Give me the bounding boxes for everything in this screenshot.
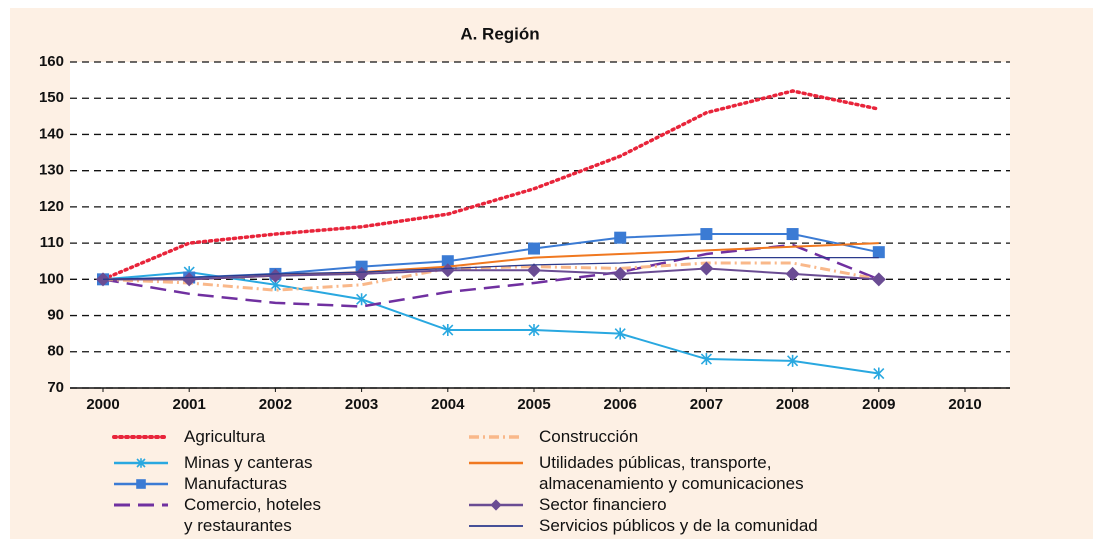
point [441, 255, 454, 268]
legend-column: Construcción Utilidades públicas, transpo… [465, 426, 818, 536]
point [873, 367, 885, 380]
point [614, 231, 627, 244]
point [490, 499, 502, 511]
legend-swatch [469, 525, 523, 527]
series-line [101, 89, 881, 282]
series-line [102, 256, 879, 280]
point [527, 263, 541, 278]
x-tick-label: 2009 [862, 396, 895, 413]
legend-swatch [112, 435, 170, 439]
point [785, 266, 800, 281]
legend-label: Agricultura [184, 427, 266, 446]
legend: Agricultura Minas y canteras Manufacturas C… [110, 426, 818, 536]
point [700, 353, 712, 366]
legend-swatch [469, 461, 523, 465]
y-tick-label: 70 [47, 379, 64, 396]
point [354, 266, 369, 281]
x-tick-label: 2000 [86, 396, 119, 413]
legend-item: Utilidades públicas, transporte, almacen… [465, 452, 818, 494]
legend-swatch [114, 479, 168, 489]
x-tick-label: 2001 [173, 396, 206, 413]
legend-label: Sector financiero [539, 495, 667, 514]
x-tick-label: 2006 [604, 396, 637, 413]
legend-column: Agricultura Minas y canteras Manufacturas C… [110, 426, 465, 536]
point [268, 268, 283, 283]
point [787, 354, 799, 367]
x-tick-label: 2007 [690, 396, 723, 413]
point [614, 327, 626, 340]
y-tick-label: 90 [47, 307, 64, 324]
legend-item: Servicios públicos y de la comunidad [465, 515, 818, 536]
y-tick-label: 120 [39, 198, 64, 215]
point [700, 228, 713, 241]
point [613, 266, 628, 281]
legend-item: Agricultura [110, 426, 465, 447]
y-tick-label: 110 [40, 234, 64, 251]
point [440, 263, 455, 278]
legend-swatch [114, 458, 168, 468]
point [182, 272, 197, 287]
legend-label: Manufacturas [184, 474, 287, 493]
legend-swatch [469, 499, 523, 511]
x-tick-label: 2008 [776, 396, 809, 413]
legend-swatch [114, 503, 168, 507]
legend-label: Utilidades públicas, transporte, almacen… [539, 453, 804, 493]
y-tick-label: 130 [39, 162, 64, 179]
point [356, 293, 368, 306]
legend-label: Comercio, hoteles y restaurantes [184, 495, 322, 535]
y-tick-label: 140 [39, 125, 64, 142]
legend-swatch [469, 435, 523, 439]
y-tick-label: 160 [39, 53, 64, 70]
x-tick-label: 2004 [431, 396, 465, 413]
legend-item: Minas y canteras [110, 452, 465, 473]
legend-item: Construcción [465, 426, 818, 447]
x-tick-label: 2002 [259, 396, 292, 413]
x-tick-label: 2010 [948, 396, 981, 413]
legend-item: Manufacturas [110, 473, 465, 494]
legend-item: Comercio, hoteles y restaurantes [110, 494, 465, 536]
point [871, 272, 886, 287]
point [136, 458, 146, 468]
point [528, 242, 540, 255]
point [699, 261, 714, 276]
series-line [102, 261, 880, 292]
point [872, 246, 885, 259]
point [528, 324, 540, 337]
chart-title: A. Región [460, 24, 539, 43]
x-tick-label: 2005 [517, 396, 550, 413]
legend-item: Sector financiero [465, 494, 818, 515]
series-line [103, 267, 879, 281]
legend-label: Minas y canteras [184, 453, 313, 472]
y-tick-label: 100 [39, 270, 64, 287]
y-tick-label: 150 [39, 89, 64, 106]
point [136, 479, 146, 489]
legend-label: Servicios públicos y de la comunidad [539, 516, 818, 535]
x-tick-label: 2003 [345, 396, 378, 413]
y-tick-label: 80 [47, 343, 64, 360]
point [442, 324, 454, 337]
legend-label: Construcción [539, 427, 639, 446]
plot-area [70, 62, 1010, 388]
point [355, 260, 368, 273]
point [786, 228, 799, 241]
